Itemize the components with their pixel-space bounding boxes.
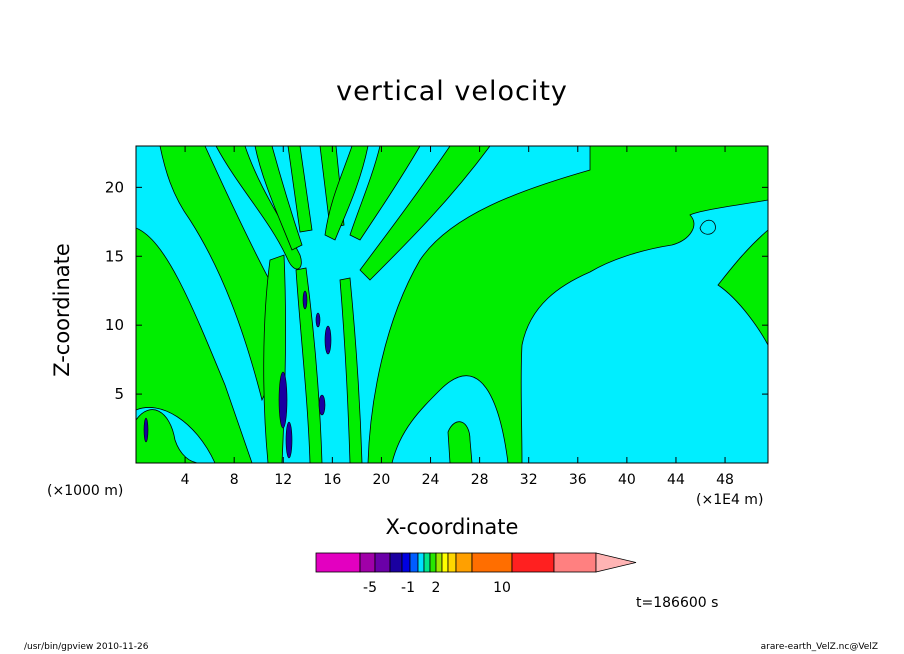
plot-frame <box>135 145 769 464</box>
footer-left: /usr/bin/gpview 2010-11-26 <box>24 642 149 652</box>
x-tick-label: 48 <box>716 472 734 488</box>
y-tick-label: 20 <box>105 178 124 196</box>
x-tick-label: 36 <box>569 472 587 488</box>
colorbar-segment <box>455 552 473 573</box>
positive-region <box>359 146 491 281</box>
x-axis-label: X-coordinate <box>385 515 519 539</box>
time-label: t=186600 s <box>636 595 719 611</box>
x-tick-label: 8 <box>230 472 239 488</box>
positive-region <box>349 146 421 241</box>
colorbar-segment <box>471 552 513 573</box>
contour-detail <box>318 394 326 416</box>
x-tick-label: 24 <box>422 472 440 488</box>
colorbar-segment <box>374 552 391 573</box>
x-tick-label: 16 <box>323 472 341 488</box>
contour-field <box>136 146 768 463</box>
colorbar-label: 2 <box>432 580 441 596</box>
x-tick-label: 40 <box>618 472 636 488</box>
positive-region <box>717 229 768 346</box>
contour-detail <box>324 325 332 355</box>
contour-detail <box>278 371 288 429</box>
x-tick-label: 12 <box>274 472 292 488</box>
contour-details <box>143 290 332 459</box>
positive-region <box>263 254 286 463</box>
positive-region <box>136 227 253 463</box>
colorbar-segment <box>389 552 403 573</box>
y-tick-label: 5 <box>114 385 124 403</box>
contour-detail <box>315 312 321 328</box>
x-tick-label: 20 <box>373 472 391 488</box>
positive-region <box>295 267 323 463</box>
y-tick-label: 10 <box>105 316 124 334</box>
x-tick-label: 44 <box>667 472 685 488</box>
colorbar-segment <box>417 552 425 573</box>
colorbar-segment <box>553 552 597 573</box>
colorbar: -5 -1 2 10 <box>315 552 637 596</box>
y-scale-label: (×1000 m) <box>47 483 124 499</box>
x-tick-label: 4 <box>181 472 190 488</box>
contour-detail <box>285 421 293 459</box>
colorbar-arrow <box>595 552 637 573</box>
colorbar-segment <box>409 552 419 573</box>
positive-region <box>324 146 369 241</box>
colorbar-segment <box>423 552 431 573</box>
x-scale-label: (×1E4 m) <box>696 492 764 508</box>
colorbar-segment <box>435 552 443 573</box>
positive-region <box>447 421 473 463</box>
chart-title: vertical velocity <box>336 76 568 107</box>
colorbar-label: -5 <box>363 580 377 596</box>
colorbar-segment <box>401 552 411 573</box>
positive-region <box>367 146 768 463</box>
x-tick-label: 32 <box>520 472 538 488</box>
contour-detail <box>143 417 149 443</box>
colorbar-segment <box>441 552 449 573</box>
positive-region <box>159 146 277 402</box>
colorbar-label: 10 <box>493 580 511 596</box>
negative-region <box>699 219 716 235</box>
positive-region <box>339 277 363 463</box>
positive-region <box>215 146 302 270</box>
positive-region <box>254 146 303 251</box>
colorbar-label: -1 <box>401 580 415 596</box>
colorbar-segment <box>447 552 457 573</box>
y-tick-label: 15 <box>105 247 124 265</box>
colorbar-segment <box>511 552 555 573</box>
positive-region <box>287 146 313 233</box>
colorbar-segment <box>315 552 361 573</box>
footer-right: arare-earth_VelZ.nc@VelZ <box>760 642 878 652</box>
contour-detail <box>302 290 308 310</box>
colorbar-segment <box>429 552 437 573</box>
colorbar-segment <box>359 552 376 573</box>
x-tick-label: 28 <box>471 472 489 488</box>
